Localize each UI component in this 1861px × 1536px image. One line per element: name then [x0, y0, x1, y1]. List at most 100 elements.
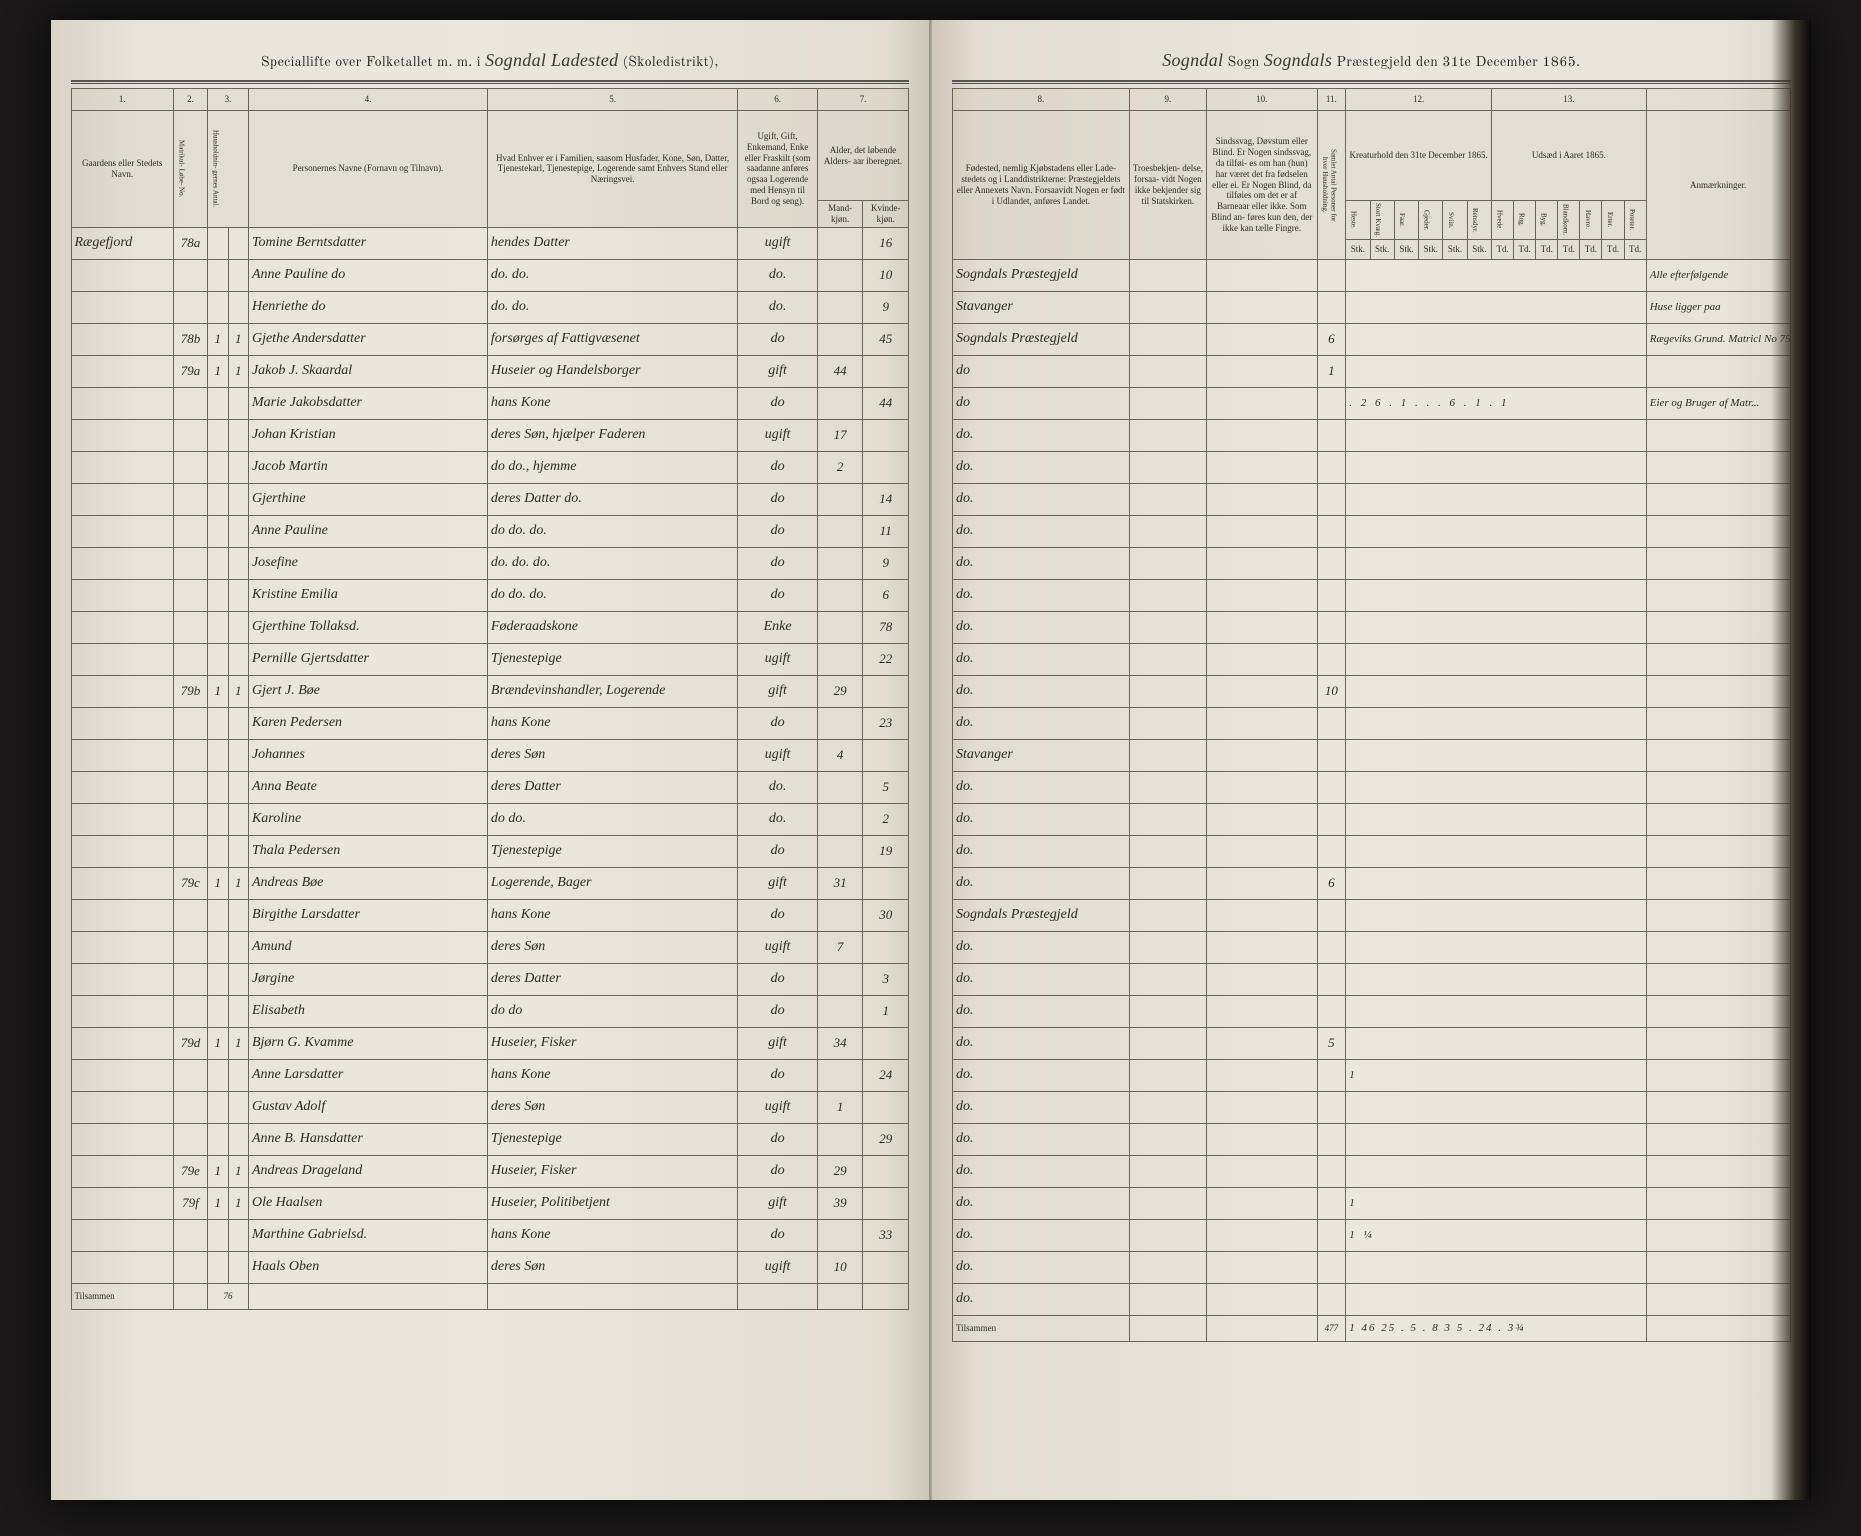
cell-age-m: [817, 579, 863, 611]
cell-place: [71, 707, 173, 739]
cell-faith: [1129, 931, 1206, 963]
cell-p: [228, 739, 248, 771]
table-row: 79e11Andreas DragelandHuseier, Fiskerdo2…: [71, 1155, 909, 1187]
cell-faith: [1129, 547, 1206, 579]
cell-civ: ugift: [738, 419, 818, 451]
cell-age-f: 1: [863, 995, 909, 1027]
cell-birth: Stavanger: [953, 739, 1130, 771]
cell-livestock: [1346, 259, 1647, 291]
col8-head: Fødested, nemlig Kjøbstadens eller Lade-…: [953, 111, 1130, 260]
cell-p: [228, 483, 248, 515]
cell-place: [71, 323, 173, 355]
cell-matno: 79e: [173, 1155, 207, 1187]
cell-disab: [1207, 739, 1317, 771]
cell-c11: [1317, 1219, 1346, 1251]
cell-hh: [208, 835, 228, 867]
table-row: Anne Paulinedo do. do.do11: [71, 515, 909, 547]
cell-rel: deres Søn: [487, 931, 737, 963]
table-row: do. 1: [953, 1059, 1791, 1091]
cell-birth: do.: [953, 1251, 1130, 1283]
cell-livestock: [1346, 771, 1647, 803]
cell-rel: deres Datter: [487, 963, 737, 995]
cell-disab: [1207, 803, 1317, 835]
cell-birth: do.: [953, 1187, 1130, 1219]
cell-place: [71, 1027, 173, 1059]
table-row: Karolinedo do.do.2: [71, 803, 909, 835]
cell-livestock: 1: [1346, 1059, 1647, 1091]
cell-faith: [1129, 835, 1206, 867]
cell-name: Thala Pedersen: [248, 835, 487, 867]
cell-faith: [1129, 1091, 1206, 1123]
cell-rel: Huseier og Handelsborger: [487, 355, 737, 387]
cell-p: [228, 1123, 248, 1155]
cell-hh: 1: [208, 1155, 228, 1187]
col4-num: 4.: [248, 89, 487, 111]
cell-rel: Huseier, Fisker: [487, 1155, 737, 1187]
cell-rel: forsørges af Fattigvæsenet: [487, 323, 737, 355]
cell-disab: [1207, 1219, 1317, 1251]
cell-rel: do do: [487, 995, 737, 1027]
cell-rel: do. do.: [487, 291, 737, 323]
cell-livestock: [1346, 643, 1647, 675]
cell-name: Bjørn G. Kvamme: [248, 1027, 487, 1059]
table-row: 79a11Jakob J. SkaardalHuseier og Handels…: [71, 355, 909, 387]
cell-hh: [208, 387, 228, 419]
cell-matno: [173, 835, 207, 867]
h12f: Rensdyr.: [1467, 201, 1491, 240]
h13a: Hvede.: [1492, 201, 1514, 240]
cell-birth: do.: [953, 1155, 1130, 1187]
cell-age-m: [817, 771, 863, 803]
cell-place: [71, 867, 173, 899]
cell-faith: [1129, 611, 1206, 643]
stk2: Stk.: [1370, 239, 1394, 259]
table-row: do.: [953, 1123, 1791, 1155]
cell-place: [71, 355, 173, 387]
cell-hh: [208, 1059, 228, 1091]
cell-age-f: [863, 1027, 909, 1059]
cell-age-m: 44: [817, 355, 863, 387]
cell-disab: [1207, 1059, 1317, 1091]
cell-civ: do: [738, 387, 818, 419]
cell-birth: do.: [953, 611, 1130, 643]
h13b: Rug.: [1514, 201, 1536, 240]
cell-matno: [173, 1219, 207, 1251]
cell-age-f: 44: [863, 387, 909, 419]
cell-livestock: [1346, 707, 1647, 739]
table-row: Jacob Martindo do., hjemmedo2: [71, 451, 909, 483]
cell-birth: do.: [953, 771, 1130, 803]
cell-disab: [1207, 1283, 1317, 1315]
cell-remarks: [1646, 771, 1790, 803]
cell-rel: do. do. do.: [487, 547, 737, 579]
cell-disab: [1207, 867, 1317, 899]
cell-livestock: [1346, 291, 1647, 323]
cell-p: [228, 1219, 248, 1251]
cell-birth: do.: [953, 675, 1130, 707]
cell-civ: do: [738, 451, 818, 483]
cell-disab: [1207, 419, 1317, 451]
cell-matno: [173, 707, 207, 739]
col5-head: Hvad Enhver er i Familien, saasom Husfad…: [487, 111, 737, 228]
header-printed-suffix: (Skoledistrikt),: [623, 56, 719, 70]
cell-c11: [1317, 1283, 1346, 1315]
rule-r: [952, 80, 1791, 84]
cell-hh: [208, 643, 228, 675]
cell-civ: do: [738, 515, 818, 547]
cell-place: [71, 899, 173, 931]
header-hand-praeste: Sogndals: [1264, 50, 1332, 70]
cell-matno: [173, 899, 207, 931]
cell-age-f: 78: [863, 611, 909, 643]
cell-c11: [1317, 835, 1346, 867]
cell-matno: [173, 515, 207, 547]
cell-matno: 78a: [173, 227, 207, 259]
cell-age-f: 33: [863, 1219, 909, 1251]
cell-livestock: [1346, 1123, 1647, 1155]
cell-age-f: 9: [863, 291, 909, 323]
cell-p: [228, 931, 248, 963]
cell-age-m: [817, 227, 863, 259]
cell-age-f: 6: [863, 579, 909, 611]
cell-rel: hendes Datter: [487, 227, 737, 259]
cell-age-f: 3: [863, 963, 909, 995]
cell-age-m: 29: [817, 675, 863, 707]
h13g: Poteter.: [1624, 201, 1646, 240]
cell-disab: [1207, 259, 1317, 291]
